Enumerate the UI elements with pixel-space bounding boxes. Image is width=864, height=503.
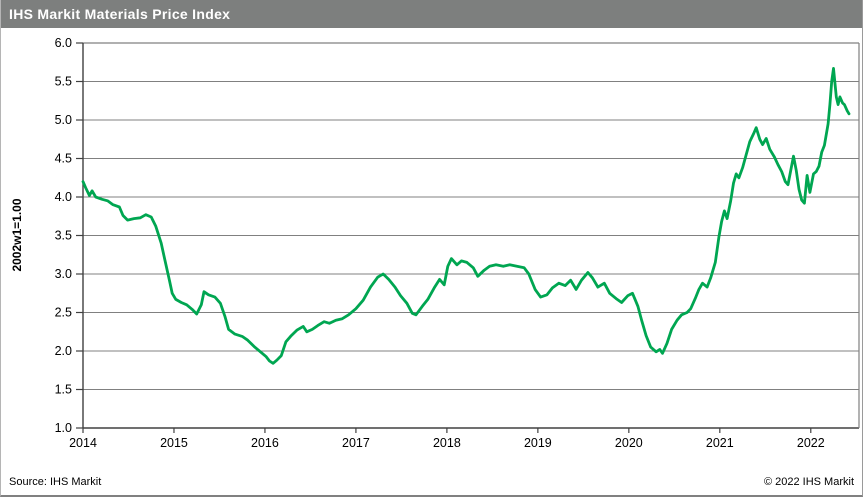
copyright-note: © 2022 IHS Markit <box>763 476 854 488</box>
x-tick-label: 2021 <box>706 436 734 450</box>
source-note: Source: IHS Markit <box>9 476 102 488</box>
y-tick-label: 5.0 <box>55 113 72 127</box>
x-tick-label: 2018 <box>433 436 461 450</box>
y-tick-label: 4.5 <box>55 152 72 166</box>
tick-labels: 1.0 1.5 2.0 2.5 3.0 3.5 4.0 4.5 5.0 5.5 6.0 2014 201… <box>55 36 825 450</box>
y-axis-title: 2002w1=1.00 <box>10 198 24 272</box>
x-tick-label: 2020 <box>615 436 643 450</box>
chart-title-bar: IHS Markit Materials Price Index <box>1 0 862 28</box>
x-tick-label: 2017 <box>342 436 370 450</box>
chart-title: IHS Markit Materials Price Index <box>9 6 231 22</box>
x-tick-label: 2015 <box>160 436 188 450</box>
x-tick-label: 2019 <box>524 436 552 450</box>
y-tick-label: 2.5 <box>55 306 72 320</box>
y-tick-label: 2.0 <box>55 344 72 358</box>
gridlines <box>83 42 859 390</box>
x-tick-label: 2014 <box>69 436 97 450</box>
y-tick-label: 1.0 <box>55 421 72 435</box>
y-tick-label: 3.0 <box>55 267 72 281</box>
materials-price-index-line <box>81 67 851 365</box>
x-tick-label: 2016 <box>251 436 279 450</box>
x-tick-label: 2022 <box>797 436 825 450</box>
tick-marks <box>76 42 812 433</box>
y-tick-label: 4.0 <box>55 190 72 204</box>
y-tick-label: 6.0 <box>55 36 72 50</box>
y-tick-label: 3.5 <box>55 229 72 243</box>
y-tick-label: 5.5 <box>55 75 72 89</box>
y-tick-label: 1.5 <box>55 383 72 397</box>
